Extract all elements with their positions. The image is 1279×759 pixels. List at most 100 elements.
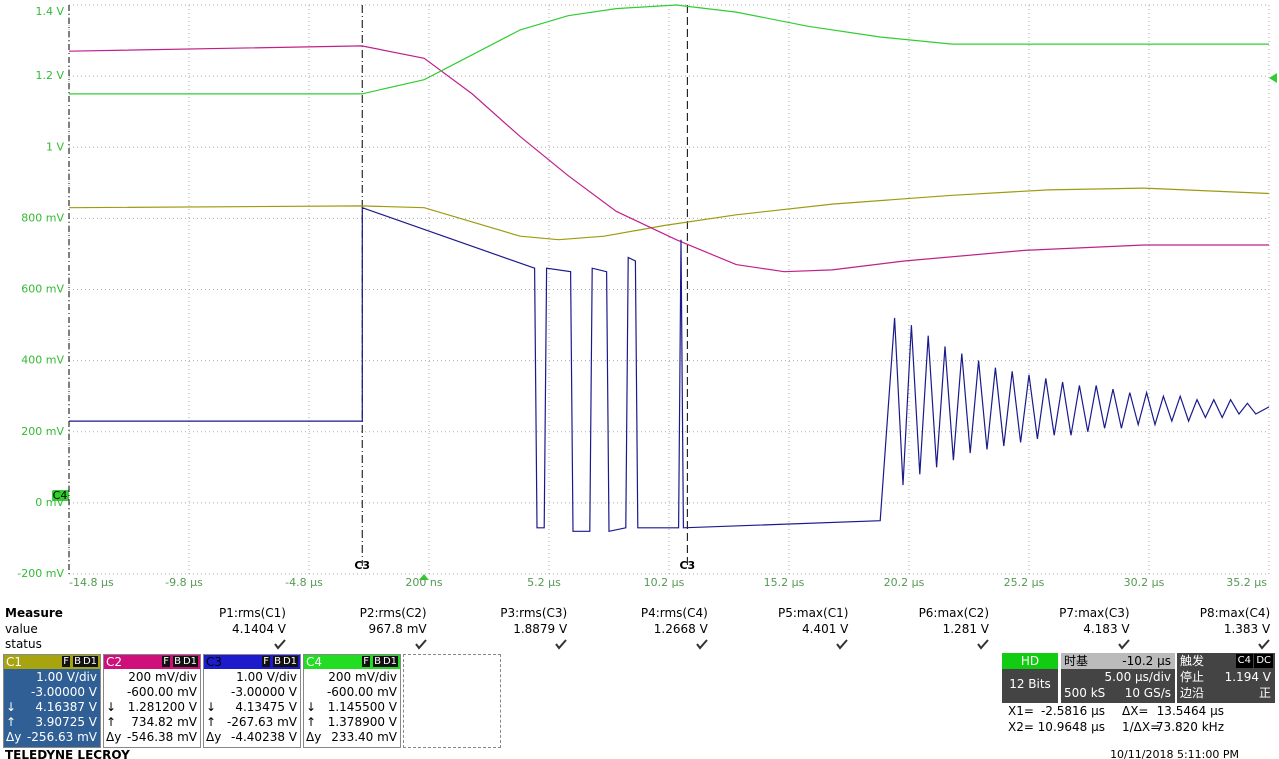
channel-box: C1 F B D1 1.00 V/div -3.00000 V ↓ 4.16387 V ↑ 3.9… — [3, 654, 101, 748]
cursor-readout-label: ΔX= — [1122, 704, 1149, 718]
measure-value: 1.8879 V — [513, 622, 568, 636]
row-value: 1.145500 V — [327, 700, 397, 714]
trace — [69, 206, 1270, 533]
trace — [68, 187, 1270, 241]
y-tick-label: -200 mV — [17, 567, 64, 580]
status-check — [836, 639, 849, 650]
trigger-coupling: DC — [1254, 654, 1273, 668]
cursor-readout-label: 1/ΔX= — [1122, 720, 1161, 734]
y-tick-label: 600 mV — [21, 283, 64, 296]
row-value: 200 mV/div — [328, 670, 397, 684]
row-symbol: ↓ — [206, 700, 217, 714]
row-symbol: ↓ — [6, 700, 17, 714]
timebase-box: 时基 -10.2 µs 5.00 µs/div 500 kS 10 GS/s — [1061, 653, 1175, 703]
channel-header: C3 F B D1 — [204, 655, 300, 669]
channel-box: C4 F B D1 200 mV/div -600.00 mV ↓ 1.145500 V ↑ 1.… — [303, 654, 401, 748]
row-label: value — [5, 622, 38, 636]
measure-header: P8:max(C4) — [1199, 606, 1271, 620]
channel-badge: D1 — [381, 656, 398, 667]
acq-bits: 12 Bits — [1009, 677, 1051, 691]
row-value: 4.16387 V — [35, 700, 97, 714]
cursor-readout-value: 73.820 kHz — [1155, 720, 1224, 734]
trigger-level-marker — [1269, 73, 1277, 83]
row-value: -267.63 mV — [226, 715, 297, 729]
trigger-box: 触发 C4 DC 停止 1.194 V 边沿 正 — [1177, 653, 1275, 703]
row-value: -3.00000 V — [31, 685, 97, 699]
measure-header: P3:rms(C3) — [500, 606, 568, 620]
y-tick-label: 1 V — [46, 140, 64, 153]
row-symbol: ↑ — [206, 715, 217, 729]
trace — [68, 45, 1269, 273]
status-check — [414, 639, 427, 650]
y-tick-label: 1.2 V — [35, 69, 64, 82]
row-symbol: ↑ — [306, 715, 317, 729]
ground-marker-label: C4 — [53, 489, 68, 502]
channel-name: C2 — [106, 655, 123, 669]
cursor-readout-value: -2.5816 µs — [1040, 704, 1105, 718]
row-symbol: Δy — [106, 730, 122, 744]
measure-title: Measure — [5, 606, 63, 620]
row-value: -546.38 mV — [126, 730, 197, 744]
x-tick-label: 20.2 µs — [884, 576, 925, 589]
trigger-position-marker — [419, 574, 429, 580]
measure-header: P6:max(C2) — [918, 606, 989, 620]
row-value: 233.40 mV — [331, 730, 397, 744]
acq-mode: HD — [1002, 653, 1058, 669]
timebase-title: 时基 — [1064, 654, 1089, 668]
channel-badge: F — [62, 656, 70, 667]
row-value: 4.13475 V — [235, 700, 297, 714]
row-value: -256.63 mV — [26, 730, 97, 744]
measure-value: 967.8 mV — [368, 622, 427, 636]
row-value: -3.00000 V — [231, 685, 297, 699]
cursor-label: C3 — [354, 559, 370, 572]
timebase-scale: 5.00 µs/div — [1104, 670, 1171, 684]
row-symbol: ↓ — [106, 700, 117, 714]
channel-badge: B — [273, 656, 282, 667]
channel-header: C4 F B D1 — [304, 655, 400, 669]
cursor-readout-value: 13.5464 µs — [1156, 704, 1224, 718]
row-value: -600.00 mV — [126, 685, 197, 699]
x-tick-label: 5.2 µs — [527, 576, 561, 589]
measure-value: 4.1404 V — [231, 622, 286, 636]
x-tick-label: 10.2 µs — [644, 576, 685, 589]
channel-header: C2 F B D1 — [104, 655, 200, 669]
timebase-delay: -10.2 µs — [1122, 654, 1171, 668]
channel-badge: B — [173, 656, 182, 667]
measure-header: P1:rms(C1) — [219, 606, 286, 620]
y-tick-label: 200 mV — [21, 425, 64, 438]
trigger-state: 停止 — [1180, 670, 1205, 684]
measure-header: P7:max(C3) — [1059, 606, 1130, 620]
channel-badge: F — [162, 656, 170, 667]
row-symbol: Δy — [306, 730, 322, 744]
channel-name: C4 — [306, 655, 323, 669]
status-check — [1258, 639, 1270, 650]
measure-value: 4.401 V — [802, 622, 849, 636]
empty-box — [403, 654, 501, 748]
timebase-header: 时基 -10.2 µs — [1061, 653, 1175, 669]
status-check — [555, 639, 567, 650]
channel-name: C3 — [206, 655, 223, 669]
trace — [69, 4, 1269, 95]
row-symbol: ↑ — [106, 715, 117, 729]
row-symbol: ↓ — [306, 700, 317, 714]
channel-name: C1 — [6, 655, 23, 669]
channel-box: C2 F B D1 200 mV/div -600.00 mV ↓ 1.281200 V ↑ 73… — [103, 654, 201, 748]
row-value: 1.00 V/div — [236, 670, 297, 684]
measure-header: P4:rms(C4) — [640, 606, 708, 620]
row-value: -600.00 mV — [326, 685, 397, 699]
ground-marker — [52, 490, 69, 501]
channel-badge: F — [262, 656, 270, 667]
measure-value: 1.383 V — [1223, 622, 1271, 636]
timebase-samples: 500 kS — [1064, 686, 1106, 700]
channel-badge: B — [373, 656, 382, 667]
channel-badge: D1 — [181, 656, 198, 667]
channel-header: C1 F B D1 — [4, 655, 100, 669]
y-tick-label: 1.4 V — [35, 5, 64, 18]
x-tick-label: 25.2 µs — [1004, 576, 1045, 589]
y-tick-label: 400 mV — [21, 354, 64, 367]
trigger-slope: 正 — [1258, 686, 1271, 700]
row-symbol: Δy — [6, 730, 22, 744]
measure-value: 1.281 V — [942, 622, 989, 636]
trigger-kind: 边沿 — [1180, 686, 1205, 700]
